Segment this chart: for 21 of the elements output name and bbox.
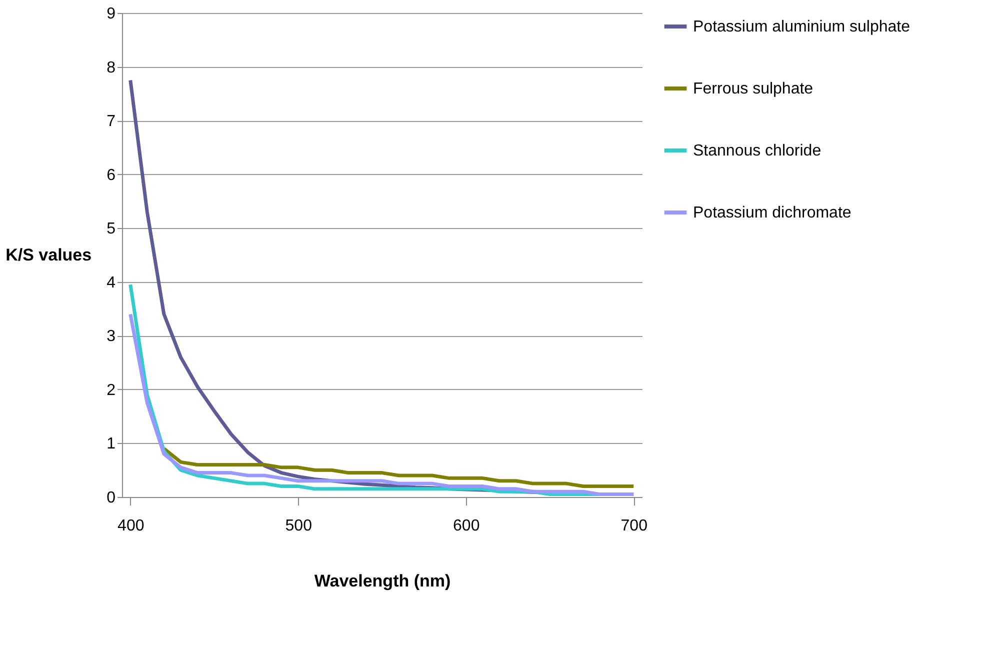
y-tick-label: 4 xyxy=(106,274,116,292)
y-tick-label: 7 xyxy=(106,113,116,130)
x-tick-label: 700 xyxy=(620,518,648,534)
y-tick-label: 9 xyxy=(106,6,116,22)
legend-label: Ferrous sulphate xyxy=(693,80,814,98)
y-tick-label: 0 xyxy=(106,490,116,506)
y-tick-label: 6 xyxy=(106,166,116,184)
x-tick-label: 500 xyxy=(285,518,312,534)
y-tick-label: 5 xyxy=(106,220,116,238)
legend-label: Potassium dichromate xyxy=(693,204,852,222)
line-series xyxy=(162,446,636,488)
y-tick-label: 3 xyxy=(106,328,116,346)
legend-label: Potassium aluminium sulphate xyxy=(693,18,910,36)
y-tick-label: 8 xyxy=(106,59,116,76)
y-tick-label: 2 xyxy=(106,382,116,399)
x-tick-label: 600 xyxy=(453,518,480,534)
y-axis-title: K/S values xyxy=(6,246,92,264)
y-tick-label: 1 xyxy=(106,436,116,453)
x-axis-title: Wavelength (nm) xyxy=(314,572,451,590)
legend-label: Stannous chloride xyxy=(693,142,822,160)
x-tick-label: 400 xyxy=(118,518,144,534)
